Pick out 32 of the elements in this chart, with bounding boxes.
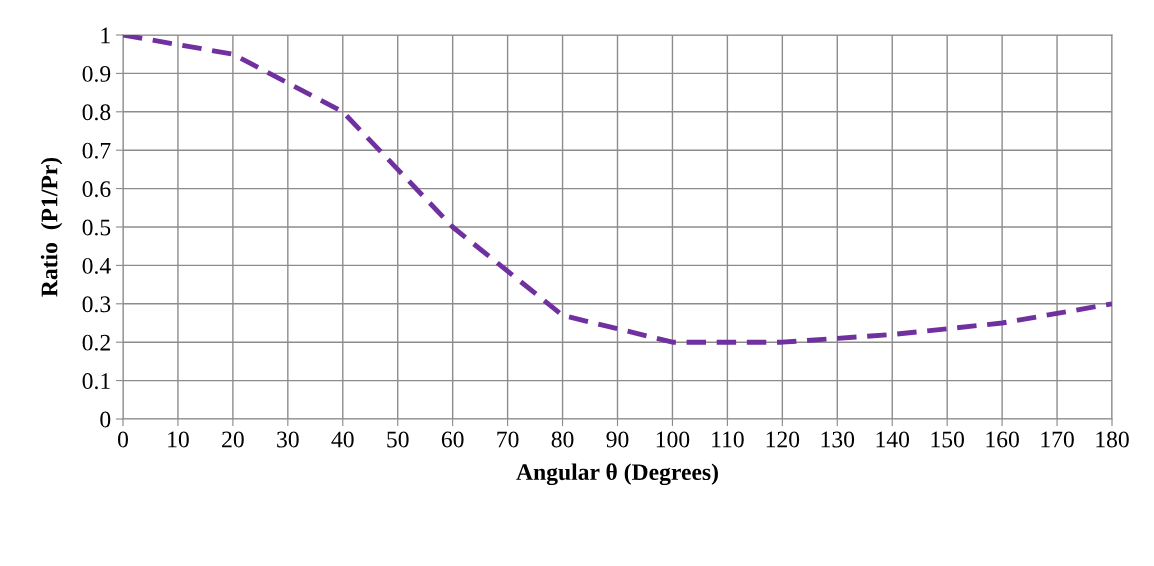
- x-tick-label: 160: [986, 431, 1019, 448]
- x-tick-label: 70: [497, 431, 519, 448]
- x-tick-label: 50: [387, 431, 409, 448]
- y-tick-label: 0.5: [82, 219, 111, 236]
- x-tick-label: 110: [712, 431, 744, 448]
- y-tick-label: 1: [101, 27, 110, 44]
- x-tick-label: 30: [277, 431, 299, 448]
- x-tick-label: 100: [656, 431, 690, 448]
- y-tick-label: 0.4: [82, 257, 111, 274]
- y-tick-label: 0.1: [82, 373, 110, 390]
- y-tick-label: 0.3: [82, 296, 111, 313]
- x-tick-label: 150: [931, 431, 964, 448]
- y-tick-label: 0.7: [82, 142, 111, 159]
- x-tick-label: 20: [222, 431, 244, 448]
- x-tick-label: 170: [1041, 431, 1074, 448]
- y-tick-label: 0.6: [82, 181, 111, 198]
- x-tick-label: 40: [331, 431, 354, 448]
- x-tick-label: 130: [821, 431, 855, 448]
- y-tick-label: 0.9: [82, 65, 111, 82]
- x-tick-label: 180: [1096, 431, 1129, 448]
- y-tick-label: 0.8: [82, 104, 111, 121]
- x-tick-label: 120: [766, 431, 800, 448]
- x-tick-label: 10: [168, 431, 189, 448]
- x-tick-label: 0: [118, 431, 128, 448]
- x-axis-title: Angular θ (Degrees): [516, 463, 718, 486]
- x-tick-label: 60: [441, 431, 464, 448]
- x-tick-label: 80: [551, 431, 574, 448]
- x-tick-label: 140: [876, 431, 910, 448]
- x-tick-label: 90: [606, 431, 629, 448]
- y-axis-title: Ratio (P1/Pr): [40, 157, 63, 297]
- y-tick-label: 0.2: [82, 334, 110, 351]
- y-tick-label: 0: [100, 411, 111, 428]
